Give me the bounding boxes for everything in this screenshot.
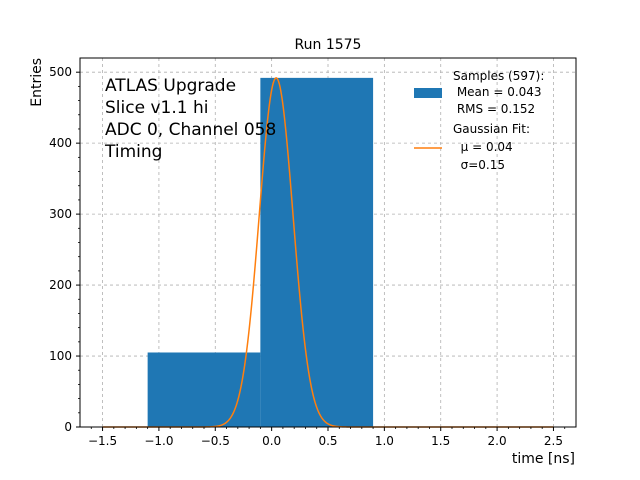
x-tick-label: −1.0 xyxy=(144,434,173,448)
x-tick-label: 1.0 xyxy=(375,434,394,448)
legend-fit-line-1: Gaussian Fit: xyxy=(453,122,530,136)
legend-fit-line-2: μ = 0.04 xyxy=(453,140,513,154)
histogram-bars xyxy=(147,77,374,427)
annotation-line-4: Timing xyxy=(104,142,162,162)
x-tick-label: 2.0 xyxy=(488,434,507,448)
legend-samples-line-3: RMS = 0.152 xyxy=(453,102,535,116)
y-tick-label: 100 xyxy=(49,349,72,363)
legend: Samples (597): Mean = 0.043 RMS = 0.152 … xyxy=(414,69,544,172)
annotation-block: ATLAS Upgrade Slice v1.1 hi ADC 0, Chann… xyxy=(104,76,276,162)
x-axis-ticks: −1.5 −1.0 −0.5 0.0 0.5 1.0 1.5 2.0 2.5 xyxy=(88,427,566,448)
x-tick-label: −0.5 xyxy=(201,434,230,448)
x-tick-label: 0.0 xyxy=(262,434,281,448)
y-tick-label: 0 xyxy=(64,420,72,434)
legend-samples-line-1: Samples (597): xyxy=(453,69,544,83)
x-tick-label: 1.5 xyxy=(431,434,450,448)
annotation-line-2: Slice v1.1 hi xyxy=(105,98,208,118)
x-axis-label: time [ns] xyxy=(512,451,575,467)
y-tick-label: 500 xyxy=(49,65,72,79)
chart-title: Run 1575 xyxy=(295,37,362,53)
histogram-bar xyxy=(260,77,374,427)
annotation-line-3: ADC 0, Channel 058 xyxy=(105,120,276,140)
y-axis-label: Entries xyxy=(29,58,45,107)
y-axis-ticks: 0 100 200 300 400 500 xyxy=(49,65,80,434)
legend-fit-line-3: σ=0.15 xyxy=(453,158,505,172)
y-tick-label: 200 xyxy=(49,278,72,292)
legend-samples-swatch xyxy=(414,88,442,98)
x-tick-label: 0.5 xyxy=(318,434,337,448)
y-tick-label: 400 xyxy=(49,136,72,150)
legend-samples-line-2: Mean = 0.043 xyxy=(453,85,542,99)
x-tick-label: 2.5 xyxy=(544,434,563,448)
y-tick-label: 300 xyxy=(49,207,72,221)
annotation-line-1: ATLAS Upgrade xyxy=(105,76,236,96)
x-tick-label: −1.5 xyxy=(88,434,117,448)
histogram-bar xyxy=(147,352,261,427)
